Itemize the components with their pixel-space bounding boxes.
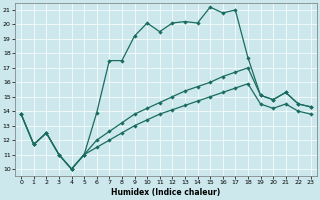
- X-axis label: Humidex (Indice chaleur): Humidex (Indice chaleur): [111, 188, 221, 197]
